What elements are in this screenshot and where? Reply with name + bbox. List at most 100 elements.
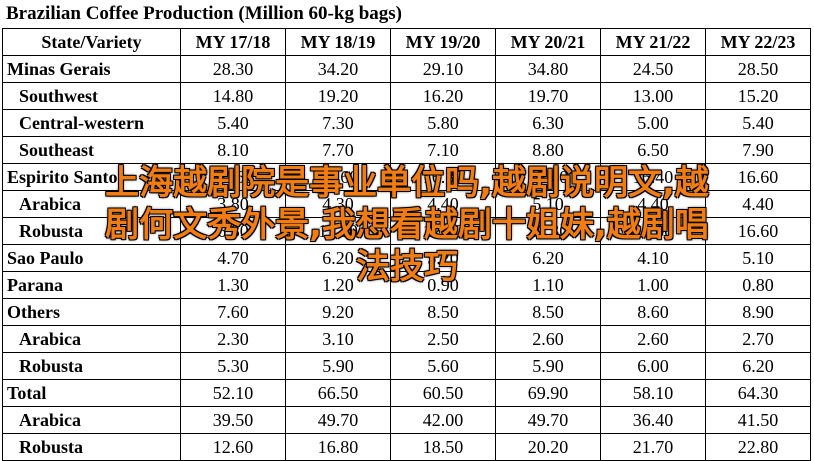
table-row: Southwest 14.80 19.20 16.20 19.70 13.00 15.20	[2, 82, 811, 110]
row-label: Others	[2, 298, 181, 326]
table-cell: 6.50	[600, 136, 706, 164]
table-cell: 2.50	[390, 325, 496, 353]
table-cell: 10.30	[495, 217, 601, 245]
table-cell: 8.80	[495, 136, 601, 164]
table-row: Total 52.10 66.50 60.50 69.90 58.10 64.30	[2, 379, 811, 407]
table-row: Arabica 3.80 4.30 4.40 5.10 4.40 4.40	[2, 190, 811, 218]
table-cell: 8.60	[600, 298, 706, 326]
table-cell: 14.80	[180, 82, 286, 110]
table-row: Minas Gerais 28.30 34.20 29.10 34.80 24.50 28.…	[2, 55, 811, 83]
table-cell: 4.40	[390, 190, 496, 218]
table-cell: 1.00	[600, 271, 706, 299]
table-cell: 6.20	[495, 244, 601, 272]
row-label: Minas Gerais	[2, 55, 181, 83]
row-label: Central-western	[2, 109, 181, 137]
table-cell: 36.40	[600, 406, 706, 434]
table-cell: 16.60	[705, 217, 811, 245]
table-cell: 21.70	[600, 433, 706, 461]
coffee-production-table: State/Variety MY 17/18 MY 18/19 MY 19/20…	[2, 28, 811, 461]
table-cell: 3.10	[285, 325, 391, 353]
row-label: Southwest	[2, 82, 181, 110]
table-cell: 41.50	[705, 406, 811, 434]
table-cell: 28.50	[705, 55, 811, 83]
column-header: MY 18/19	[285, 28, 391, 56]
table-cell: 7.60	[180, 298, 286, 326]
table-cell: 16.20	[390, 82, 496, 110]
table-cell: 5.60	[390, 352, 496, 380]
table-cell: 52.10	[180, 379, 286, 407]
row-label: Robusta	[2, 217, 181, 245]
table-title: Brazilian Coffee Production (Million 60-…	[6, 3, 402, 24]
table-cell: 19.70	[495, 82, 601, 110]
table-cell: 5.00	[600, 109, 706, 137]
column-header: MY 21/22	[600, 28, 706, 56]
table-cell: 20.20	[495, 433, 601, 461]
table-cell: 1.10	[495, 271, 601, 299]
table-cell: 8.50	[495, 298, 601, 326]
table-cell: 1.20	[285, 271, 391, 299]
table-cell: 8.90	[705, 298, 811, 326]
table-cell: 6.20	[705, 352, 811, 380]
table-cell: 12.40	[390, 217, 496, 245]
row-label: Parana	[2, 271, 181, 299]
table-cell: 5.90	[285, 352, 391, 380]
table-row: Central-western 5.40 7.30 5.80 6.30 5.00 5.40	[2, 109, 811, 137]
table-cell: 49.70	[495, 406, 601, 434]
table-cell: 8.50	[390, 298, 496, 326]
table-cell: 0.90	[390, 271, 496, 299]
table-cell: 8.10	[180, 136, 286, 164]
table-cell: 5.10	[495, 190, 601, 218]
row-label: Arabica	[2, 325, 181, 353]
table-cell: 22.80	[705, 433, 811, 461]
table-cell: 2.60	[495, 325, 601, 353]
table-cell: 49.70	[285, 406, 391, 434]
table-cell: 66.50	[285, 379, 391, 407]
table-cell: 3.80	[180, 190, 286, 218]
table-cell: 6.00	[600, 352, 706, 380]
row-label: Southeast	[2, 136, 181, 164]
table-row: Arabica 2.30 3.10 2.50 2.60 2.60 2.70	[2, 325, 811, 353]
table-cell: 6.80	[180, 217, 286, 245]
table-cell: 19.20	[285, 82, 391, 110]
table-cell: 5.40	[180, 109, 286, 137]
table-cell: 24.50	[600, 55, 706, 83]
table-body: Minas Gerais 28.30 34.20 29.10 34.80 24.50 28.…	[2, 55, 811, 461]
row-label: Arabica	[2, 190, 181, 218]
table-cell: 5.90	[495, 352, 601, 380]
table-cell: 7.10	[390, 136, 496, 164]
table-row: Robusta 5.30 5.90 5.60 5.90 6.00 6.20	[2, 352, 811, 380]
table-cell: 5.10	[705, 244, 811, 272]
table-row: Sao Paulo 4.70 6.20 5.20 6.20 4.10 5.10	[2, 244, 811, 272]
table-cell: 28.30	[180, 55, 286, 83]
column-header: MY 17/18	[180, 28, 286, 56]
table-cell: 42.00	[390, 406, 496, 434]
table-cell: 4.30	[285, 190, 391, 218]
table-cell: 5.40	[705, 109, 811, 137]
table-row: Espirito Santo 10.60 15.60 16.80 15.40 16.40 1…	[2, 163, 811, 191]
table-cell: 4.40	[600, 190, 706, 218]
column-header: MY 22/23	[705, 28, 811, 56]
row-label: Total	[2, 379, 181, 407]
table-cell: 4.70	[180, 244, 286, 272]
table-cell: 16.60	[705, 163, 811, 191]
header-row: State/Variety MY 17/18 MY 18/19 MY 19/20…	[2, 28, 811, 56]
row-label: Robusta	[2, 352, 181, 380]
table-cell: 2.30	[180, 325, 286, 353]
table-cell: 18.50	[390, 433, 496, 461]
column-header: MY 19/20	[390, 28, 496, 56]
table-cell: 4.40	[705, 190, 811, 218]
table-cell: 12.60	[180, 433, 286, 461]
table-row: Parana 1.30 1.20 0.90 1.10 1.00 0.80	[2, 271, 811, 299]
table-cell: 5.80	[390, 109, 496, 137]
table-cell: 15.40	[495, 163, 601, 191]
table-row: Robusta 12.60 16.80 18.50 20.20 21.70 22.80	[2, 433, 811, 461]
table-cell: 2.70	[705, 325, 811, 353]
row-label: Espirito Santo	[2, 163, 181, 191]
table-cell: 6.20	[285, 244, 391, 272]
table-cell: 4.10	[600, 244, 706, 272]
table-row: Others 7.60 9.20 8.50 8.50 8.60 8.90	[2, 298, 811, 326]
table-cell: 34.80	[495, 55, 601, 83]
table-cell: 60.50	[390, 379, 496, 407]
table-cell: 69.90	[495, 379, 601, 407]
table-cell: 39.50	[180, 406, 286, 434]
